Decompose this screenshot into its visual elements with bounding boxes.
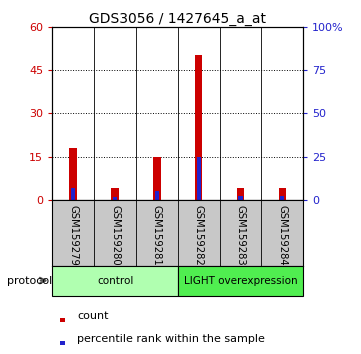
Bar — [69, 148, 77, 200]
Text: LIGHT overexpression: LIGHT overexpression — [184, 275, 297, 286]
Bar — [238, 196, 243, 200]
Bar — [280, 196, 284, 200]
Text: GSM159280: GSM159280 — [110, 205, 120, 266]
Bar — [111, 188, 119, 200]
Text: protocol: protocol — [7, 275, 52, 286]
Text: GSM159279: GSM159279 — [68, 205, 78, 266]
FancyBboxPatch shape — [52, 266, 178, 296]
Bar — [60, 318, 65, 322]
Bar — [113, 197, 117, 200]
Title: GDS3056 / 1427645_a_at: GDS3056 / 1427645_a_at — [89, 12, 266, 25]
Bar — [153, 156, 161, 200]
Text: GSM159281: GSM159281 — [152, 205, 162, 266]
Text: GSM159283: GSM159283 — [235, 205, 245, 266]
Bar — [197, 156, 201, 200]
Text: control: control — [97, 275, 133, 286]
Text: GSM159282: GSM159282 — [194, 205, 204, 266]
Bar — [155, 191, 159, 200]
FancyBboxPatch shape — [178, 266, 303, 296]
Text: GSM159284: GSM159284 — [277, 205, 287, 266]
Bar — [279, 188, 286, 200]
Bar — [60, 341, 65, 346]
Text: count: count — [77, 310, 109, 321]
Bar — [195, 56, 203, 200]
Bar — [237, 188, 244, 200]
Bar — [71, 188, 75, 200]
Text: percentile rank within the sample: percentile rank within the sample — [77, 334, 265, 344]
